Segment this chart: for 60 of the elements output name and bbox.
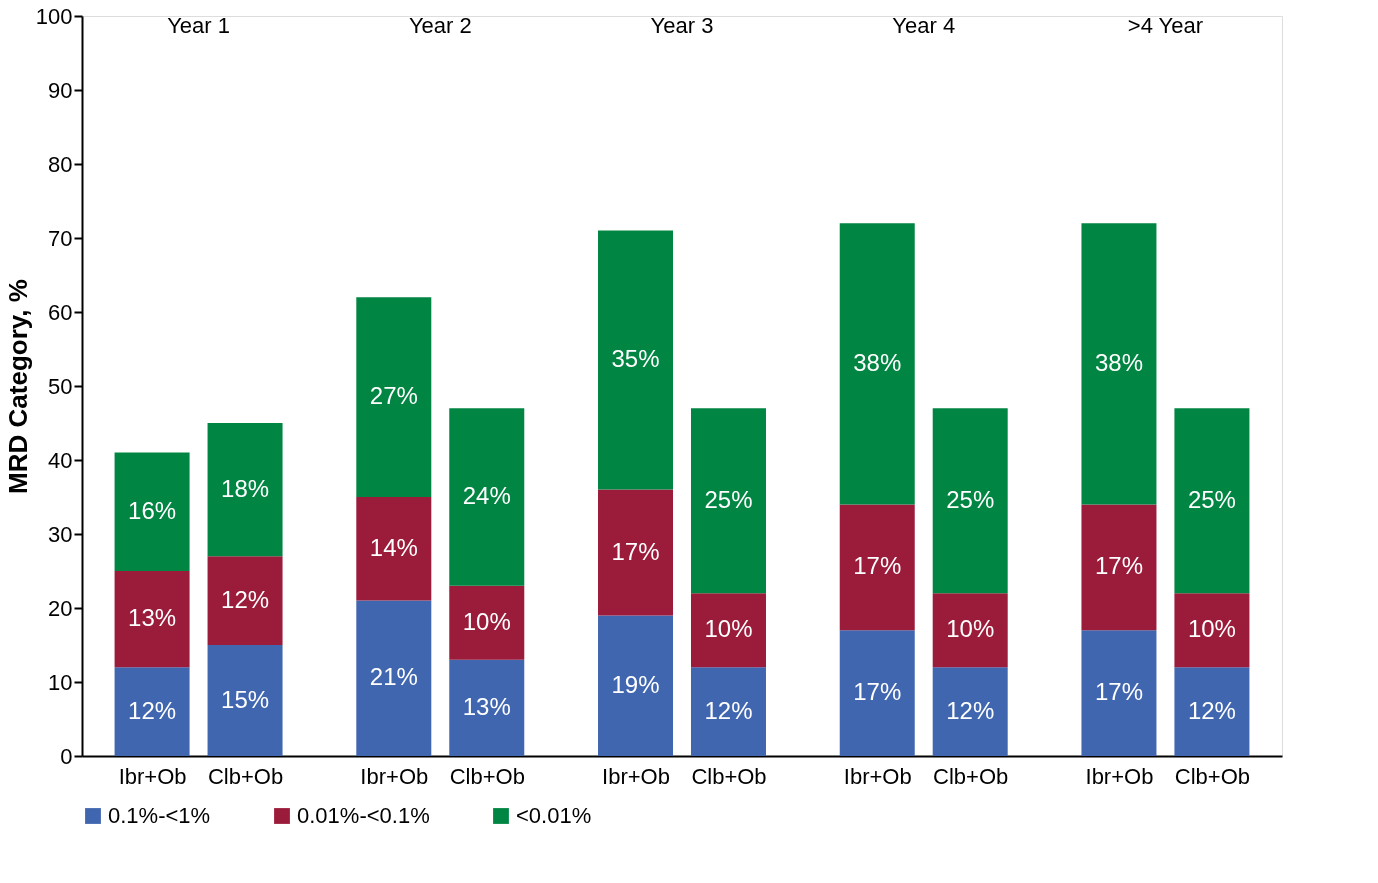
- x-tick-label: Clb+Ob: [1174, 763, 1251, 789]
- data-label: 27%: [369, 382, 418, 410]
- data-label: 12%: [221, 585, 270, 613]
- y-tick-label: 40: [48, 447, 73, 473]
- data-label: 12%: [128, 696, 177, 724]
- y-tick-label: 10: [48, 669, 73, 695]
- y-tick-label: 100: [35, 3, 73, 29]
- data-label: 10%: [1187, 615, 1236, 643]
- data-label: 18%: [221, 474, 270, 502]
- data-label: 17%: [1094, 552, 1143, 580]
- y-tick-label: 20: [48, 595, 73, 621]
- data-label: 38%: [853, 348, 902, 376]
- data-label: 12%: [704, 696, 753, 724]
- legend-label: 0.1%-<1%: [108, 803, 211, 828]
- data-label: 16%: [128, 496, 177, 524]
- x-tick-label: Clb+Ob: [933, 763, 1009, 789]
- data-label: 13%: [462, 692, 511, 720]
- data-label: 15%: [221, 685, 270, 713]
- data-label: 17%: [853, 552, 902, 580]
- data-label: 17%: [611, 537, 660, 565]
- x-tick-label: Ibr+Ob: [360, 763, 429, 789]
- annotation: Year 4: [892, 13, 956, 38]
- data-label: 25%: [1187, 485, 1236, 513]
- x-tick-label: Ibr+Ob: [1085, 763, 1154, 789]
- data-label: 25%: [946, 485, 995, 513]
- y-tick-label: 0: [60, 743, 73, 769]
- y-tick-label: 30: [48, 521, 73, 547]
- y-tick-label: 60: [48, 299, 73, 325]
- legend-label: 0.01%-<0.1%: [297, 803, 430, 828]
- y-tick-label: 50: [48, 373, 73, 399]
- x-tick-label: Clb+Ob: [691, 763, 767, 789]
- data-label: 21%: [369, 663, 418, 691]
- data-label: 13%: [128, 604, 177, 632]
- annotation: Year 3: [650, 13, 714, 38]
- x-tick-label: Clb+Ob: [449, 763, 525, 789]
- data-label: 12%: [946, 696, 995, 724]
- annotation: Year 1: [167, 13, 230, 38]
- data-label: 38%: [1094, 348, 1143, 376]
- x-tick-label: Ibr+Ob: [602, 763, 670, 789]
- x-tick-label: Ibr+Ob: [843, 763, 912, 789]
- data-label: 10%: [704, 615, 753, 643]
- x-tick-label: Ibr+Ob: [118, 763, 187, 789]
- data-label: 12%: [1187, 696, 1236, 724]
- annotation: Year 2: [408, 13, 472, 38]
- data-label: 14%: [369, 533, 418, 561]
- data-label: 17%: [853, 678, 902, 706]
- annotation: >4 Year: [1127, 13, 1204, 38]
- y-axis-title: MRD Category, %: [2, 279, 33, 494]
- x-tick-label: Clb+Ob: [207, 763, 284, 789]
- data-label: 10%: [462, 607, 511, 635]
- data-label: 10%: [946, 615, 995, 643]
- y-tick-label: 80: [48, 151, 73, 177]
- data-label: 24%: [462, 482, 511, 509]
- data-label: 17%: [1094, 678, 1143, 706]
- data-label: 19%: [611, 670, 660, 698]
- y-tick-label: 70: [48, 225, 73, 251]
- data-label: 35%: [611, 345, 660, 373]
- y-tick-label: 90: [48, 77, 73, 103]
- legend-label: <0.01%: [516, 803, 592, 828]
- data-label: 25%: [704, 485, 753, 513]
